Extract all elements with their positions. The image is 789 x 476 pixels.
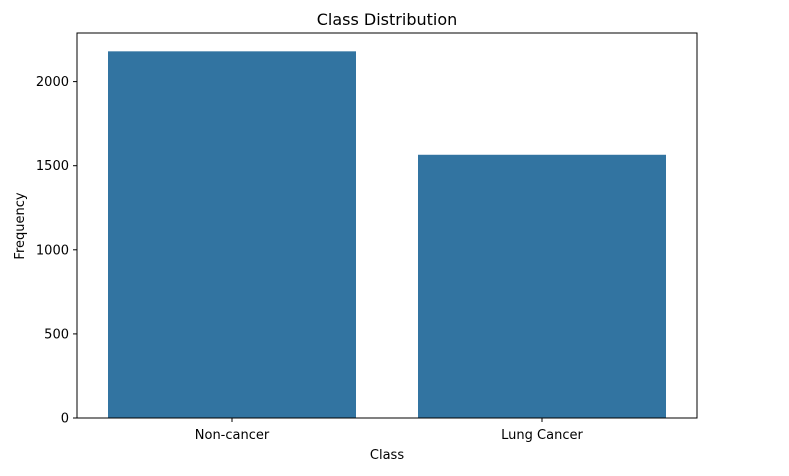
bar-1 bbox=[418, 154, 666, 418]
y-tick-label-2: 1000 bbox=[36, 243, 69, 258]
y-tick-label-1: 500 bbox=[44, 327, 69, 342]
x-tick-label-1: Lung Cancer bbox=[501, 428, 583, 443]
bar-0 bbox=[108, 51, 356, 418]
plot-frame bbox=[76, 32, 698, 419]
y-ticks: 0 500 1000 1500 2000 bbox=[36, 75, 77, 427]
y-tick-label-3: 1500 bbox=[36, 159, 69, 174]
y-tick-label-4: 2000 bbox=[36, 75, 69, 90]
chart-title: Class Distribution bbox=[317, 10, 458, 29]
y-tick-label-0: 0 bbox=[61, 412, 69, 427]
y-axis-title: Frequency bbox=[13, 192, 28, 259]
x-ticks: Non-cancer Lung Cancer bbox=[195, 418, 583, 443]
x-axis-title: Class bbox=[370, 448, 404, 463]
x-tick-label-0: Non-cancer bbox=[195, 428, 270, 443]
bars-layer bbox=[108, 51, 666, 418]
